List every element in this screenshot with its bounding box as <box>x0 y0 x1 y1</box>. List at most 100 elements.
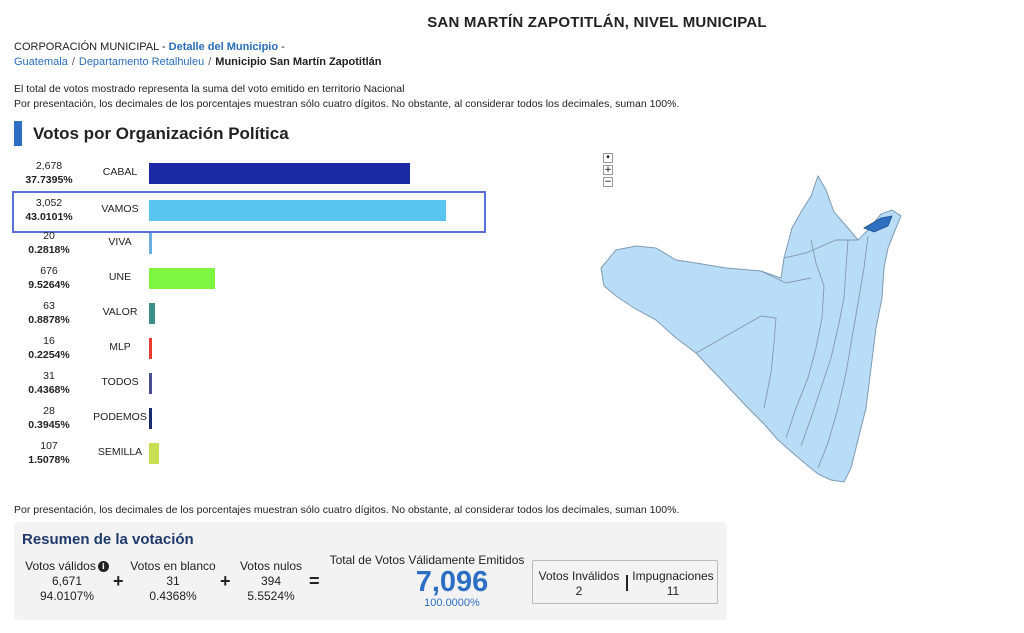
bar-track <box>149 338 459 359</box>
municipality-map[interactable] <box>596 168 908 488</box>
vote-bar[interactable] <box>149 200 446 221</box>
party-label: UNE <box>108 271 132 283</box>
challenges-label: Impugnaciones <box>632 569 714 583</box>
party-row-une[interactable]: 676 9.5264% UNE <box>14 261 484 296</box>
breadcrumb-current: Municipio San Martín Zapotitlán <box>215 56 382 68</box>
total-label: Total de Votos Válidamente Emitidos <box>329 553 525 567</box>
blank-votes-count: 31 <box>166 574 180 588</box>
blank-votes-label: Votos en blanco <box>130 559 216 573</box>
map-zoom-out-button[interactable]: − <box>603 177 613 187</box>
vote-summary-panel: Resumen de la votación Votos válidos i 6,… <box>14 522 727 620</box>
breadcrumb-separator: / <box>71 56 75 68</box>
map-highlighted-district[interactable] <box>863 215 893 233</box>
detail-municipio-link[interactable]: Detalle del Municipio <box>168 41 279 53</box>
map-district-boundary <box>695 315 777 409</box>
section-accent-bar <box>14 121 22 146</box>
map-district-boundary <box>783 239 858 259</box>
map-district-boundary <box>817 235 869 469</box>
vote-percentage: 1.5078% <box>28 454 70 466</box>
breadcrumb-dash: - <box>161 41 166 53</box>
summary-title: Resumen de la votación <box>22 531 194 548</box>
party-counts: 20 0.2818% <box>14 229 84 257</box>
party-row-cabal[interactable]: 2,678 37.7395% CABAL <box>14 156 484 191</box>
map-region[interactable] <box>600 174 902 483</box>
party-counts: 2,678 37.7395% <box>14 159 84 187</box>
bar-track <box>149 200 459 221</box>
section-title: Votos por Organización Política <box>33 123 289 143</box>
party-label: VIVA <box>108 236 132 248</box>
vote-bar[interactable] <box>149 303 155 324</box>
map-controls: • + − <box>603 153 613 187</box>
vote-bar[interactable] <box>149 338 152 359</box>
vote-count: 676 <box>40 265 58 277</box>
invalid-votes-count: 2 <box>575 584 583 598</box>
party-counts: 63 0.8878% <box>14 299 84 327</box>
map-reset-button[interactable]: • <box>603 153 613 163</box>
party-label: SEMILLA <box>97 446 143 458</box>
bar-track <box>149 408 459 429</box>
note-decimals-footer: Por presentación, los decimales de los p… <box>14 504 680 516</box>
vote-count: 3,052 <box>35 197 63 209</box>
box-divider <box>626 575 628 591</box>
breadcrumb: CORPORACIÓN MUNICIPAL - Detalle del Muni… <box>14 40 382 70</box>
vote-percentage: 43.0101% <box>25 211 73 223</box>
map-district-boundary <box>800 239 849 447</box>
breadcrumb-dash: - <box>281 41 285 53</box>
vote-percentage: 0.2254% <box>28 349 70 361</box>
blank-votes-pct: 0.4368% <box>149 589 197 603</box>
party-row-semilla[interactable]: 107 1.5078% SEMILLA <box>14 436 484 471</box>
challenges: Impugnaciones 11 <box>630 569 716 599</box>
vote-percentage: 9.5264% <box>28 279 70 291</box>
party-label: VAMOS <box>101 203 139 215</box>
breadcrumb-separator: / <box>208 56 212 68</box>
invalid-challenges-box: Votos Inválidos 2 Impugnaciones 11 <box>532 560 718 604</box>
bar-track <box>149 268 459 289</box>
party-counts: 28 0.3945% <box>14 404 84 432</box>
info-icon[interactable]: i <box>97 561 109 572</box>
party-row-mlp[interactable]: 16 0.2254% MLP <box>14 331 484 366</box>
vote-count: 31 <box>43 370 55 382</box>
total-count: 7,096 <box>415 566 489 598</box>
bar-track <box>149 373 459 394</box>
vote-bar[interactable] <box>149 443 159 464</box>
valid-votes: Votos válidos i 6,671 94.0107% <box>21 559 113 604</box>
vote-bar[interactable] <box>149 233 152 254</box>
breadcrumb-departamento-link[interactable]: Departamento Retalhuleu <box>78 56 205 68</box>
vote-percentage: 0.4368% <box>28 384 70 396</box>
valid-votes-pct: 94.0107% <box>39 589 95 603</box>
vote-count: 63 <box>43 300 55 312</box>
map-district-boundary <box>760 270 812 284</box>
party-row-vamos[interactable]: 3,052 43.0101% VAMOS <box>12 191 486 233</box>
valid-votes-count: 6,671 <box>51 574 83 588</box>
vote-bar[interactable] <box>149 373 152 394</box>
party-counts: 676 9.5264% <box>14 264 84 292</box>
bar-track <box>149 443 459 464</box>
blank-votes: Votos en blanco 31 0.4368% <box>129 559 217 604</box>
party-row-viva[interactable]: 20 0.2818% VIVA <box>14 226 484 261</box>
breadcrumb-org: CORPORACIÓN MUNICIPAL <box>14 41 159 53</box>
challenges-count: 11 <box>666 584 680 598</box>
notes: El total de votos mostrado representa la… <box>14 82 679 112</box>
vote-count: 20 <box>43 230 55 242</box>
party-label: CABAL <box>102 166 138 178</box>
party-row-valor[interactable]: 63 0.8878% VALOR <box>14 296 484 331</box>
vote-count: 2,678 <box>35 160 63 172</box>
vote-bar[interactable] <box>149 408 152 429</box>
bar-track <box>149 163 459 184</box>
map-zoom-in-button[interactable]: + <box>603 165 613 175</box>
plus-operator: + <box>113 571 124 591</box>
vote-bar[interactable] <box>149 268 215 289</box>
vote-percentage: 0.8878% <box>28 314 70 326</box>
party-label: MLP <box>109 341 131 353</box>
vote-bar[interactable] <box>149 163 410 184</box>
party-counts: 107 1.5078% <box>14 439 84 467</box>
party-row-todos[interactable]: 31 0.4368% TODOS <box>14 366 484 401</box>
breadcrumb-guatemala-link[interactable]: Guatemala <box>14 56 68 68</box>
party-row-podemos[interactable]: 28 0.3945% PODEMOS <box>14 401 484 436</box>
votes-chart: 2,678 37.7395% CABAL 3,052 43.0101% VAMOS 20 0.… <box>12 156 486 471</box>
map-district-boundary <box>785 239 825 439</box>
party-counts: 3,052 43.0101% <box>14 196 84 224</box>
note-decimals: Por presentación, los decimales de los p… <box>14 98 680 110</box>
bar-track <box>149 303 459 324</box>
equals-operator: = <box>309 571 320 591</box>
